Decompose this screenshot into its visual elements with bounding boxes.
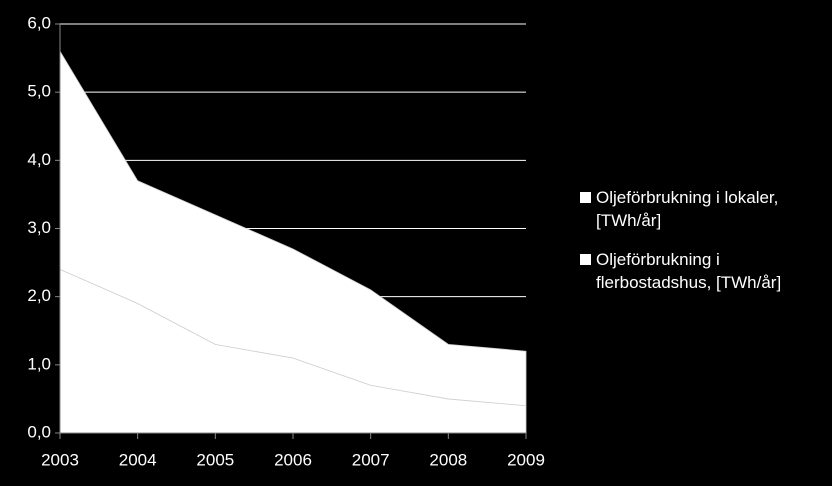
x-tick-label: 2008 — [429, 450, 467, 469]
y-tick-label: 1,0 — [27, 354, 51, 373]
x-tick-label: 2006 — [274, 450, 312, 469]
x-tick-label: 2009 — [507, 450, 545, 469]
y-tick-label: 6,0 — [27, 13, 51, 32]
x-tick-label: 2003 — [41, 450, 79, 469]
area — [59, 49, 527, 407]
legend-item: Oljeförbrukning i flerbostadshus, [TWh/å… — [580, 248, 820, 294]
legend-label: Oljeförbrukning i lokaler, [TWh/år] — [596, 188, 779, 230]
x-tick-label: 2004 — [119, 450, 157, 469]
legend-item: Oljeförbrukning i lokaler, [TWh/år] — [580, 186, 820, 232]
x-tick-label: 2007 — [352, 450, 390, 469]
legend-label: Oljeförbrukning i flerbostadshus, [TWh/å… — [596, 250, 782, 292]
y-tick-label: 5,0 — [27, 82, 51, 101]
legend-swatch — [580, 254, 591, 265]
legend-swatch — [580, 192, 591, 203]
y-tick-label: 4,0 — [27, 150, 51, 169]
y-tick-label: 3,0 — [27, 218, 51, 237]
y-tick-label: 0,0 — [27, 422, 51, 441]
x-tick-label: 2005 — [196, 450, 234, 469]
y-tick-label: 2,0 — [27, 286, 51, 305]
